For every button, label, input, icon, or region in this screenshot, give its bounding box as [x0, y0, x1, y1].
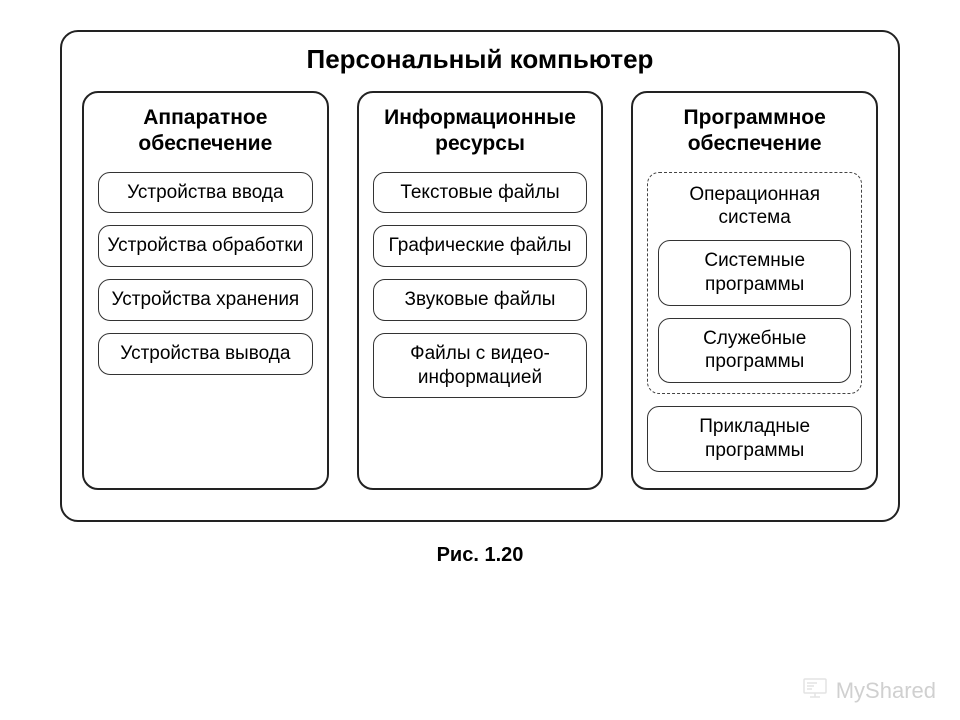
diagram-canvas: Персональный компьютер Аппаратное обеспе…	[0, 0, 960, 587]
figure-caption: Рис. 1.20	[60, 544, 900, 567]
item-box: Звуковые файлы	[373, 279, 588, 321]
item-box: Устройства обработки	[98, 225, 313, 267]
dashed-os-group: Операционная система Системные программы…	[647, 172, 862, 395]
column-title: Программное обеспечение	[647, 105, 862, 158]
item-box: Графические файлы	[373, 225, 588, 267]
watermark-text: MyShared	[836, 678, 936, 704]
outer-container: Персональный компьютер Аппаратное обеспе…	[60, 30, 900, 522]
presentation-icon	[802, 676, 828, 706]
column-information: Информационные ресурсы Текстовые файлы Г…	[357, 91, 604, 490]
watermark: MyShared	[802, 676, 936, 706]
item-box: Устройства хранения	[98, 279, 313, 321]
item-box: Системные программы	[658, 240, 851, 306]
column-hardware: Аппаратное обеспечение Устройства ввода …	[82, 91, 329, 490]
diagram-title: Персональный компьютер	[82, 44, 878, 75]
item-box: Текстовые файлы	[373, 172, 588, 214]
column-title: Аппаратное обеспечение	[98, 105, 313, 158]
column-software: Программное обеспечение Операционная сис…	[631, 91, 878, 490]
item-box: Файлы с видео-информацией	[373, 333, 588, 399]
item-box: Устройства вывода	[98, 333, 313, 375]
item-box: Служебные программы	[658, 318, 851, 384]
item-box: Устройства ввода	[98, 172, 313, 214]
dashed-group-title: Операционная система	[658, 183, 851, 231]
columns-row: Аппаратное обеспечение Устройства ввода …	[82, 91, 878, 490]
item-box: Прикладные программы	[647, 406, 862, 472]
column-title: Информационные ресурсы	[373, 105, 588, 158]
